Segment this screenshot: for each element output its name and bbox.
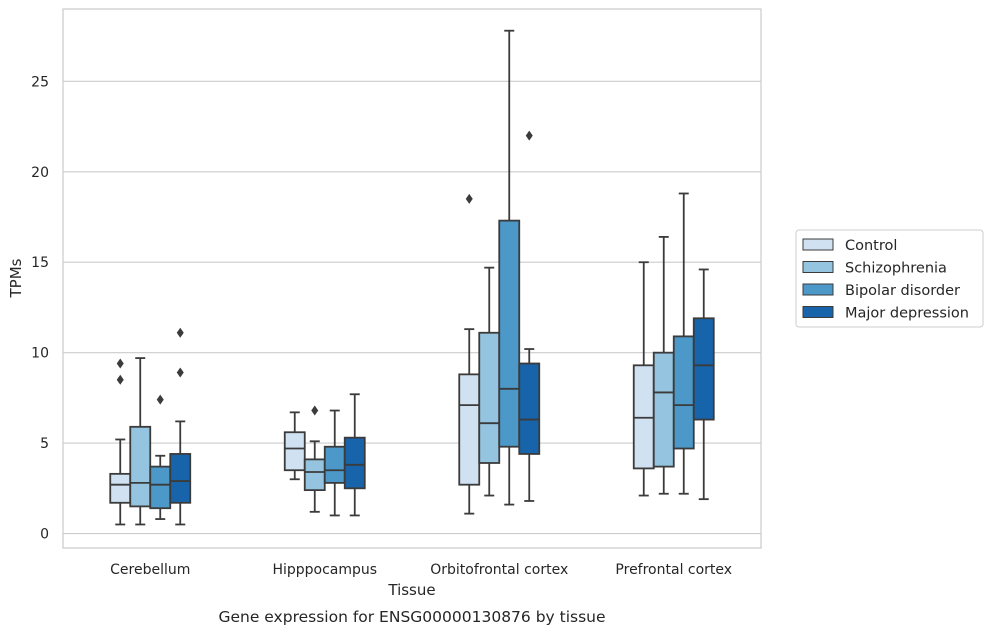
legend-swatch	[802, 306, 834, 318]
series-schizophrenia	[129, 235, 675, 526]
x-axis-ticks: Cerebellum Hipppocampus Orbitofrontal cort…	[110, 562, 732, 578]
box	[652, 235, 675, 495]
chart-title: Gene expression for ENSG00000130876 by t…	[218, 608, 605, 626]
legend-label: Control	[845, 238, 897, 254]
x-tick-label: Prefrontal cortex	[615, 562, 732, 578]
box-body	[518, 362, 541, 455]
box	[672, 192, 695, 495]
outlier-point	[465, 193, 473, 204]
outlier-point	[176, 327, 184, 338]
box-body	[323, 445, 346, 484]
box-body	[283, 431, 306, 472]
outlier-point	[156, 394, 164, 405]
box	[498, 29, 521, 506]
legend-label: Major depression	[845, 306, 969, 322]
x-tick-label: Cerebellum	[110, 562, 190, 578]
y-tick-label: 10	[31, 346, 49, 362]
box	[323, 409, 346, 517]
box	[632, 261, 655, 497]
y-tick-label: 5	[40, 436, 49, 452]
outlier-point	[116, 374, 124, 385]
legend: Control Schizophrenia Bipolar disorder Majo…	[795, 229, 984, 328]
box	[283, 411, 306, 481]
box-body	[632, 364, 655, 470]
box	[149, 394, 172, 520]
box-body	[149, 465, 172, 510]
x-axis-title: Tissue	[387, 581, 435, 599]
box	[458, 193, 481, 515]
box	[692, 268, 715, 501]
box	[343, 393, 366, 517]
legend-frame	[795, 229, 984, 328]
box-body	[498, 219, 521, 448]
box-body	[129, 425, 152, 508]
outlier-point	[525, 130, 533, 141]
y-axis-ticks: 0 5 10 15 20 25	[31, 74, 49, 542]
legend-label: Bipolar disorder	[845, 283, 960, 299]
legend-label: Schizophrenia	[845, 261, 947, 277]
box-body	[692, 317, 715, 421]
series-control	[109, 193, 655, 526]
plot-frame	[62, 8, 762, 549]
box	[109, 358, 132, 526]
box-series	[109, 29, 715, 526]
box	[518, 130, 541, 502]
x-tick-label: Hipppocampus	[272, 562, 377, 578]
y-tick-label: 20	[31, 165, 49, 181]
y-tick-label: 25	[31, 74, 49, 90]
box-body	[169, 453, 192, 504]
box-body	[343, 436, 366, 490]
box	[303, 405, 326, 513]
legend-swatch	[802, 283, 834, 296]
box	[129, 357, 152, 526]
box-body	[672, 335, 695, 450]
y-tick-label: 15	[31, 255, 49, 271]
box	[169, 327, 192, 526]
outlier-point	[176, 367, 184, 378]
gridlines	[63, 80, 761, 535]
box	[478, 266, 501, 497]
series-major-depression	[169, 130, 715, 526]
legend-swatch	[802, 238, 834, 251]
outlier-point	[311, 405, 319, 416]
box-body	[478, 331, 501, 464]
outlier-point	[116, 358, 124, 369]
box-body	[458, 373, 481, 486]
y-tick-label: 0	[40, 527, 49, 543]
legend-swatch	[802, 261, 834, 273]
box-body	[109, 472, 132, 504]
box-body	[652, 351, 675, 468]
y-axis-title: TPMs	[7, 258, 25, 298]
series-bipolar-disorder	[149, 29, 695, 520]
box-body	[303, 458, 326, 492]
x-tick-label: Orbitofrontal cortex	[430, 562, 568, 578]
